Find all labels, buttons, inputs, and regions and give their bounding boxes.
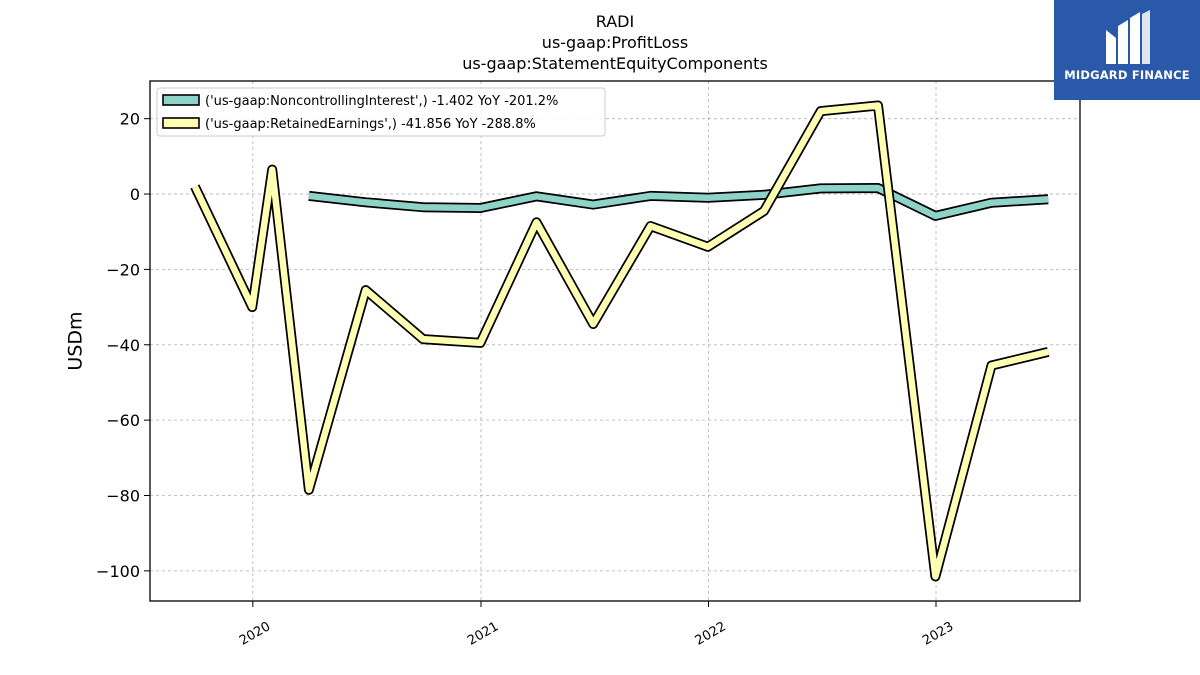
chart-title: RADI us-gaap:ProfitLoss us-gaap:StatementE…: [462, 12, 768, 73]
y-tick-label: −20: [106, 260, 140, 279]
y-tick-label: −80: [106, 486, 140, 505]
x-axis: 2020 2021 2022 2023: [237, 601, 956, 649]
y-tick-label: −40: [106, 336, 140, 355]
legend-entry: ('us-gaap:RetainedEarnings',) -41.856 Yo…: [205, 117, 536, 132]
x-tick-label: 2020: [237, 619, 273, 649]
y-tick-label: 0: [130, 185, 140, 204]
chart-title-line: us-gaap:ProfitLoss: [542, 33, 688, 52]
legend: ('us-gaap:NoncontrollingInterest',) -1.4…: [156, 87, 606, 137]
brand-logo-icon: [1106, 10, 1150, 64]
y-axis-label: USDm: [65, 311, 87, 370]
y-tick-label: −100: [96, 562, 140, 581]
series-outline-0: [308, 183, 1049, 221]
chart-title-line: RADI: [596, 12, 634, 31]
legend-box: [156, 87, 606, 137]
plot-frame: [149, 80, 1081, 602]
brand-name: MIDGARD FINANCE: [1064, 68, 1190, 82]
series-line-1: [191, 102, 1049, 580]
brand-logo: MIDGARD FINANCE: [1054, 0, 1200, 100]
chart-title-line: us-gaap:StatementEquityComponents: [462, 54, 768, 73]
x-tick-label: 2022: [693, 619, 729, 649]
legend-swatch: [162, 117, 200, 129]
y-tick-label: 20: [120, 110, 140, 129]
y-tick-label: −60: [106, 411, 140, 430]
x-tick-label: 2021: [465, 619, 501, 649]
y-axis: 20 0 −20 −40 −60 −80 −100: [96, 110, 150, 581]
grid: [150, 81, 1080, 601]
series-layer: [190, 100, 1050, 582]
legend-swatch: [162, 94, 200, 106]
x-tick-label: 2023: [920, 619, 956, 649]
series-outline-1: [190, 100, 1050, 582]
legend-entry: ('us-gaap:NoncontrollingInterest',) -1.4…: [205, 94, 558, 109]
series-line-0: [308, 184, 1049, 220]
